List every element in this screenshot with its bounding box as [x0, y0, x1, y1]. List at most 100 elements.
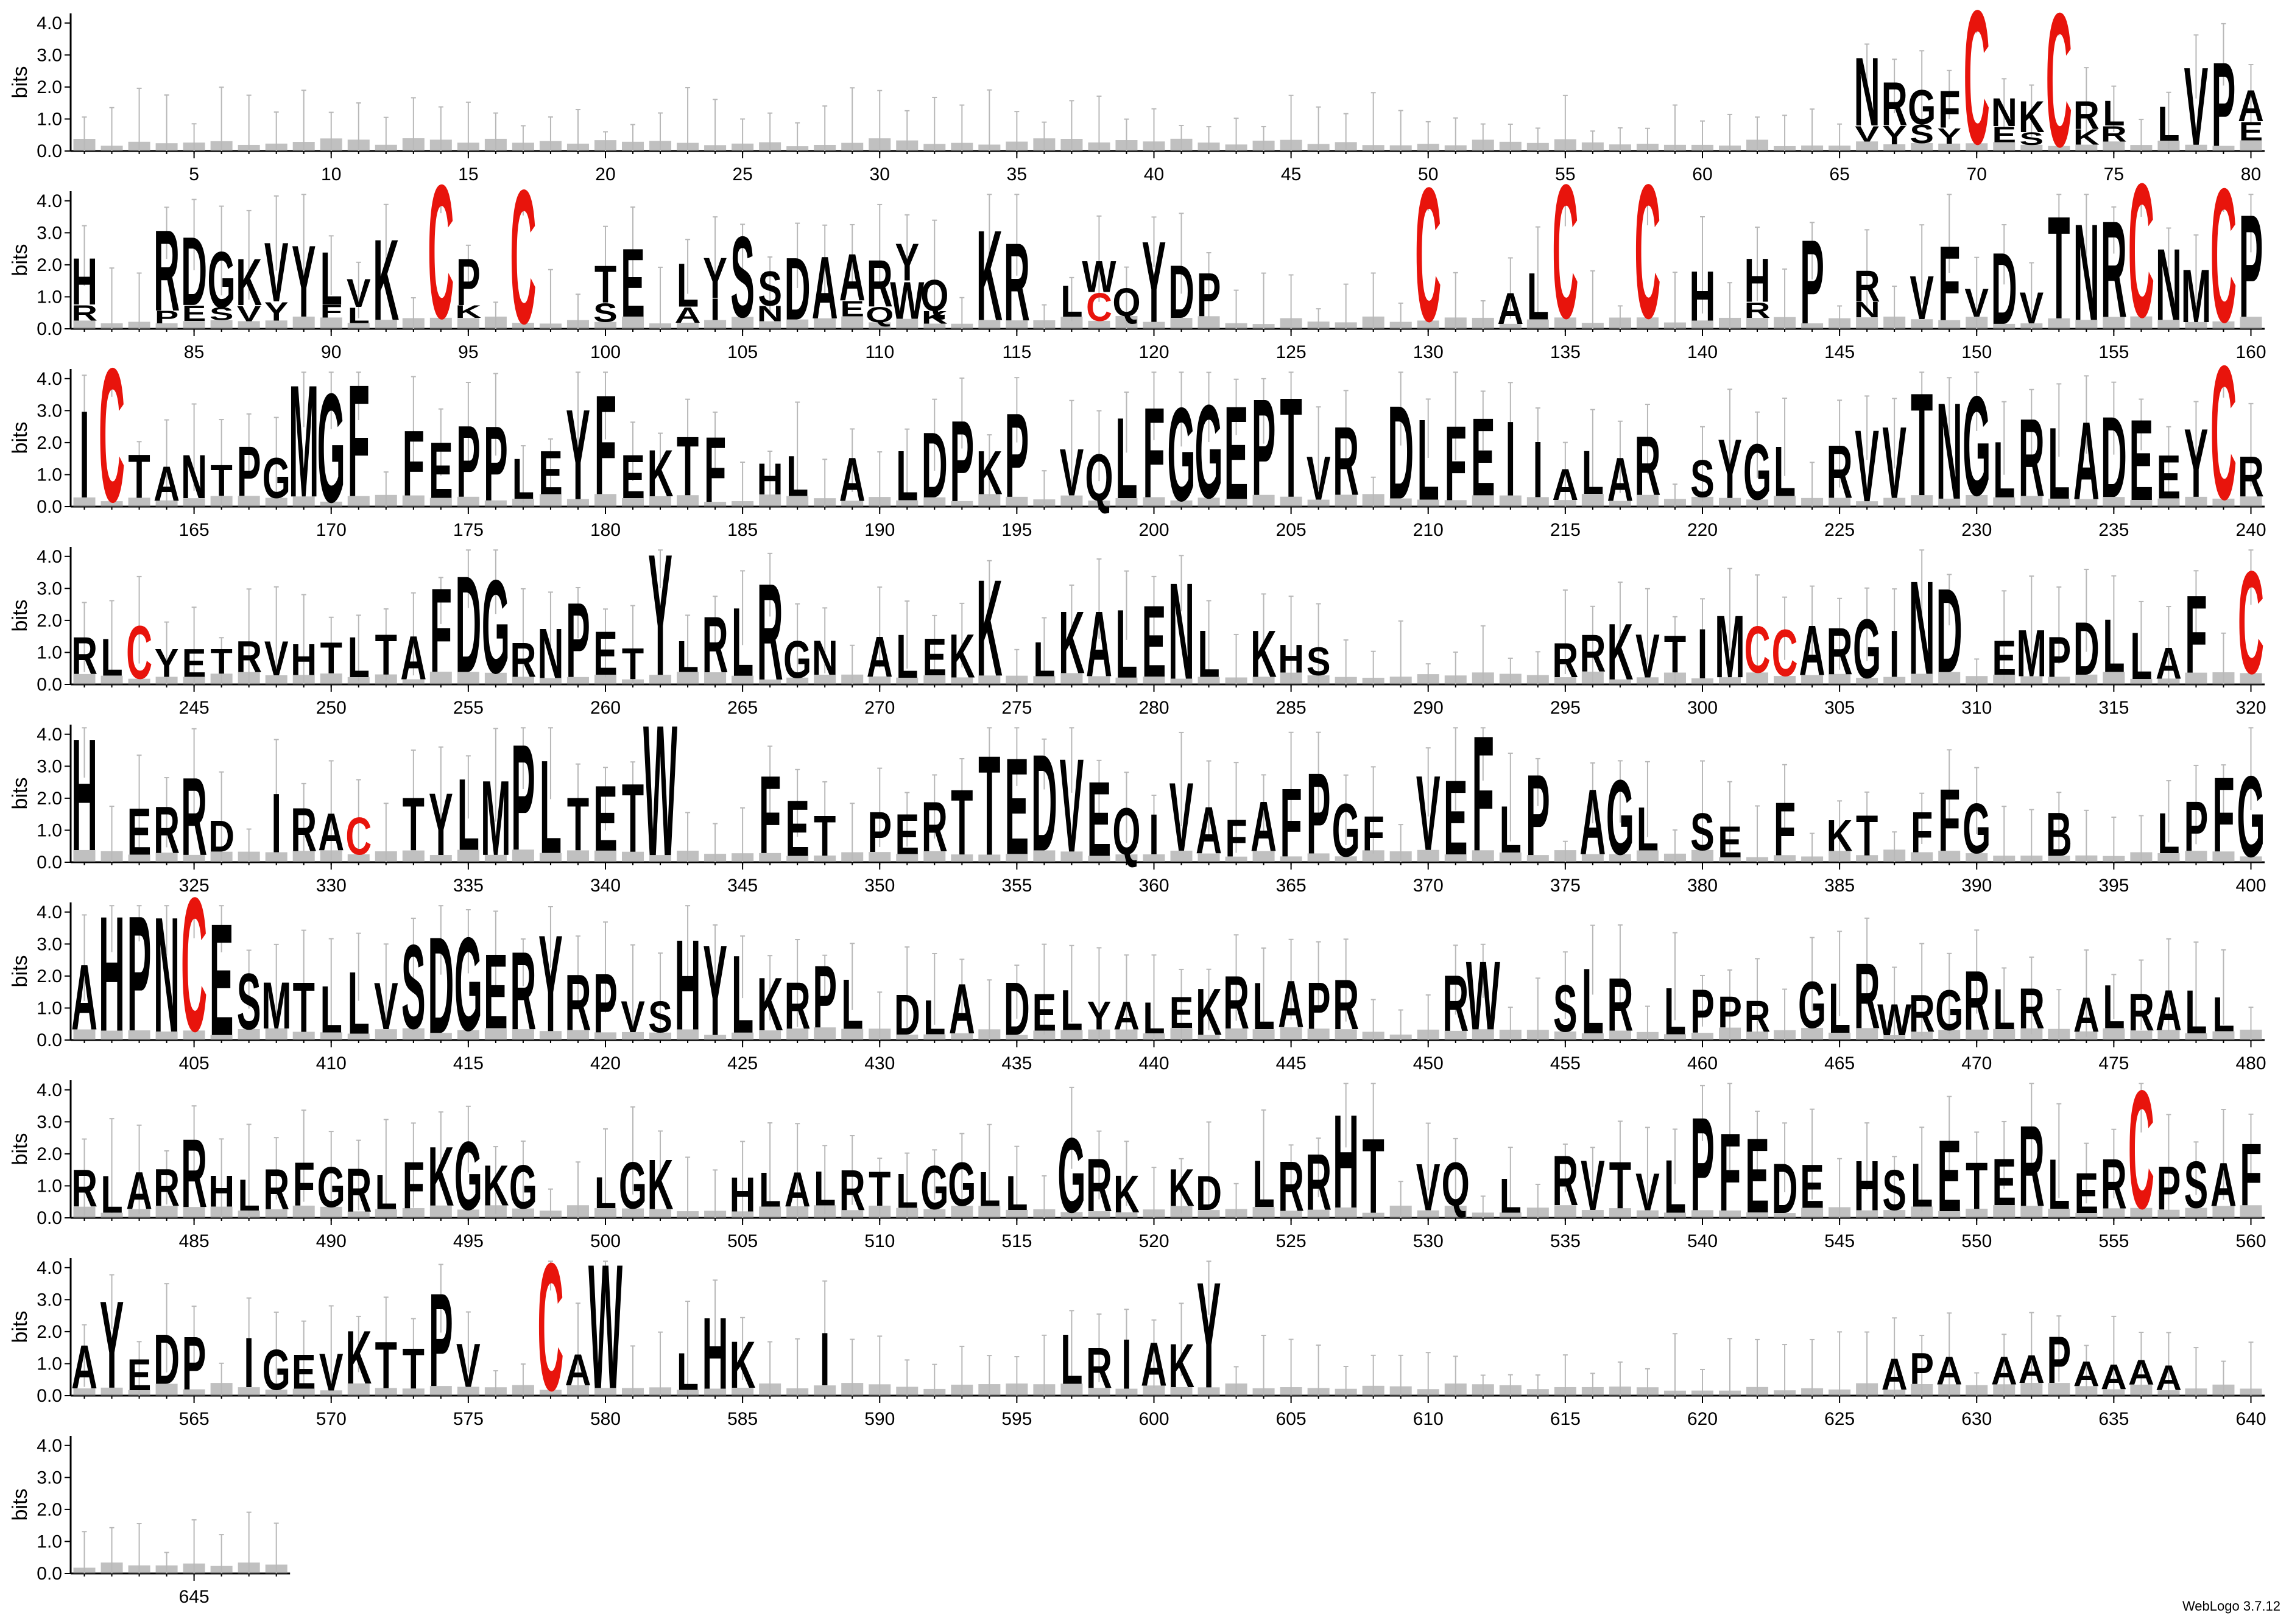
residue-letter: Y — [264, 297, 289, 327]
minor-residues — [2130, 500, 2153, 507]
x-tick-label: 525 — [1276, 1231, 1307, 1251]
residue-letter: F — [320, 301, 342, 321]
residue-letter: E — [1224, 378, 1249, 527]
residue-letter: P — [1800, 214, 1824, 349]
minor-residues — [1526, 319, 1549, 329]
x-tick-label: 5 — [189, 164, 199, 185]
residue-letter: K — [976, 203, 1003, 348]
minor-residues — [1499, 323, 1522, 329]
residue-letter: L — [677, 1341, 699, 1401]
minor-residues — [759, 852, 781, 862]
residue-letter: D — [1168, 250, 1194, 334]
residue-letter: D — [181, 216, 207, 326]
x-tick-label: 575 — [453, 1409, 484, 1429]
minor-residues — [375, 1029, 397, 1040]
x-tick-label: 630 — [1961, 1409, 1992, 1429]
minor-residues — [1280, 856, 1302, 862]
residue-letter: L — [2212, 987, 2234, 1042]
residue-letter: T — [567, 782, 589, 866]
minor-residues — [265, 1028, 287, 1040]
residue-letter: A — [839, 240, 866, 315]
minor-residues — [896, 1035, 919, 1040]
residue-letter: A — [785, 1162, 811, 1217]
x-tick-label: 185 — [727, 520, 758, 540]
minor-residues — [1554, 1205, 1576, 1218]
residue-letter: Y — [1718, 421, 1742, 516]
residue-letter: L — [1417, 395, 1439, 524]
minor-residues — [2048, 1383, 2070, 1396]
residue-letter: G — [1743, 427, 1771, 517]
residue-letter: C — [537, 1225, 563, 1429]
minor-residues — [128, 1030, 150, 1040]
residue-letter: A — [2128, 1353, 2154, 1392]
minor-residues — [1719, 1210, 1741, 1218]
minor-residues — [539, 852, 562, 862]
minor-residues — [2240, 317, 2262, 329]
minor-residues — [923, 323, 946, 329]
residue-letter: L — [1060, 277, 1082, 326]
residue-letter: V — [1416, 1150, 1441, 1225]
residue-letter: D — [1772, 1148, 1798, 1228]
minor-residues — [2020, 496, 2043, 507]
minor-residues — [1115, 854, 1138, 862]
residue-letter: E — [182, 641, 206, 686]
minor-residues — [2157, 1030, 2180, 1040]
residue-letter: K — [1196, 974, 1222, 1049]
minor-residues — [429, 497, 452, 507]
minor-residues — [594, 1388, 616, 1396]
residue-letter: E — [895, 801, 919, 866]
residue-letter: P — [429, 1265, 453, 1414]
minor-residues — [512, 323, 534, 329]
residue-letter: I — [1698, 614, 1708, 694]
residue-letter: T — [1856, 803, 1878, 868]
residue-letter: R — [757, 555, 783, 709]
residue-letter: A — [1579, 770, 1606, 874]
minor-residues — [292, 1205, 315, 1218]
minor-residues — [484, 854, 507, 862]
residue-letter: K — [2019, 93, 2045, 142]
residue-letter: Y — [2184, 408, 2209, 518]
y-tick-label: 3.0 — [37, 934, 62, 954]
minor-residues — [73, 497, 96, 507]
residue-letter: K — [1250, 616, 1277, 691]
x-tick-label: 280 — [1138, 698, 1169, 718]
minor-residues — [814, 1385, 836, 1396]
minor-residues — [347, 496, 370, 507]
minor-residues — [1472, 850, 1494, 862]
y-tick-label: 0.0 — [37, 1208, 62, 1228]
minor-residues — [1499, 495, 1522, 507]
residue-letter: E — [1471, 395, 1495, 519]
minor-residues — [2185, 322, 2207, 329]
residue-letter: T — [1363, 1117, 1384, 1236]
minor-residues — [155, 852, 178, 862]
residue-letter: C — [1634, 145, 1660, 358]
residue-letter: K — [345, 1315, 372, 1400]
residue-letter: C — [1772, 616, 1798, 691]
residue-letter: G — [783, 629, 811, 689]
minor-residues — [1719, 497, 1741, 507]
residue-letter: C — [1964, 0, 1990, 184]
minor-residues — [1856, 855, 1878, 862]
residue-letter: W — [1466, 940, 1500, 1050]
minor-residues — [2103, 1208, 2125, 1218]
minor-residues — [732, 317, 754, 329]
residue-letter: E — [922, 627, 947, 686]
y-tick-label: 0.0 — [37, 497, 62, 517]
residue-letter: R — [1552, 1141, 1578, 1220]
residue-letter: Y — [648, 518, 672, 712]
minor-residues — [1966, 853, 1988, 862]
residue-letter: P — [1197, 259, 1221, 329]
residue-letter: K — [482, 1153, 509, 1218]
minor-residues — [155, 1032, 178, 1040]
minor-residues — [2103, 1028, 2125, 1040]
residue-letter: L — [978, 1162, 1000, 1217]
minor-residues — [1307, 853, 1330, 862]
residue-letter: P — [1690, 1089, 1715, 1238]
y-tick-label: 2.0 — [37, 433, 62, 453]
minor-residues — [73, 320, 96, 329]
y-tick-label: 0.0 — [37, 319, 62, 339]
residue-letter: P — [2047, 1323, 2072, 1397]
residue-letter: L — [2130, 618, 2152, 693]
residue-letter: A — [1799, 611, 1825, 691]
residue-letter: A — [675, 303, 701, 328]
